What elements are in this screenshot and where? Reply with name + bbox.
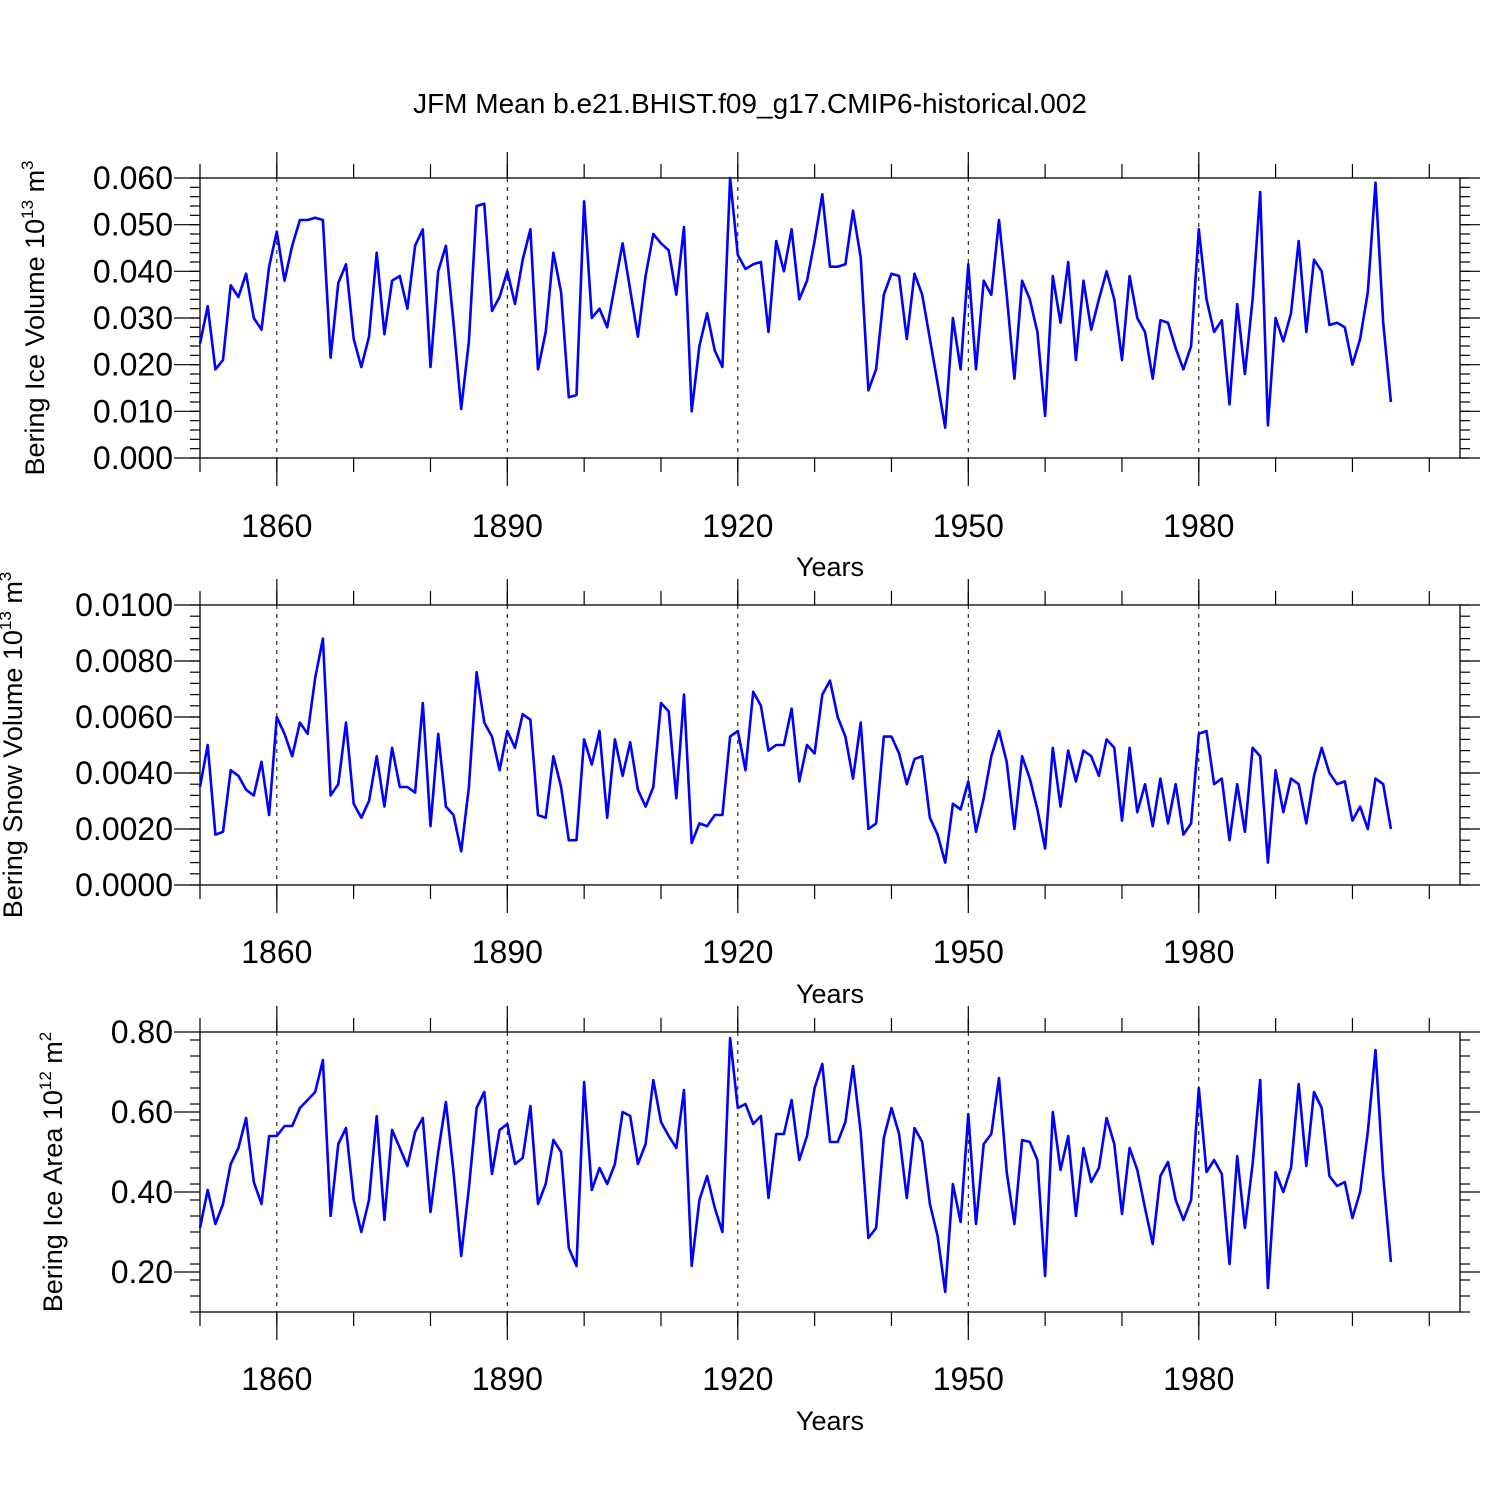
plot-frame [199, 1031, 1461, 1313]
y-tick-label: 0.80 [111, 1014, 173, 1050]
panel-ice-volume: 1860 1890 1920 1950 1980 0.000 0.010 0.020 0.030… [18, 152, 1480, 582]
y-axis-label-unit: m [38, 1041, 68, 1071]
series-line [198, 1036, 1393, 1294]
y-axis-label-unit-exponent: 3 [0, 572, 15, 581]
x-tick-label: 1950 [933, 934, 1004, 970]
x-tick-label: 1890 [472, 934, 543, 970]
y-axis-label: Bering Ice Area 1012 m2 [36, 1032, 68, 1313]
y-tick-label: 0.0040 [75, 755, 173, 791]
y-axis-label: Bering Ice Volume 1013 m3 [18, 160, 50, 475]
panel-snow-volume: 1860 1890 1920 1950 1980 0.0000 0.0020 0.0040 0.… [0, 572, 1480, 1009]
plot-frame [199, 177, 1461, 459]
y-axis-label-exponent: 13 [18, 200, 37, 219]
x-tick-label: 1980 [1163, 508, 1234, 544]
y-axis-label-unit: m [20, 170, 50, 200]
x-tick-label: 1890 [472, 1361, 543, 1397]
y-tick-label: 0.60 [111, 1094, 173, 1130]
x-tick-label: 1950 [933, 508, 1004, 544]
y-tick-label: 0.0020 [75, 811, 173, 847]
y-tick-label: 0.000 [93, 440, 173, 476]
chart-title: JFM Mean b.e21.BHIST.f09_g17.CMIP6-histo… [413, 88, 1087, 119]
y-tick-label: 0.0100 [75, 587, 173, 623]
y-tick-label: 0.010 [93, 393, 173, 429]
panel-ice-area: 1860 1890 1920 1950 1980 0.20 0.40 0.60 0.80 Year… [36, 1006, 1480, 1436]
y-axis-label-exponent: 12 [36, 1071, 55, 1090]
y-axis-label-unit: m [0, 581, 28, 611]
y-axis-label-text: Bering Ice Area 10 [38, 1090, 68, 1312]
x-tick-label: 1920 [702, 508, 773, 544]
y-tick-label: 0.050 [93, 207, 173, 243]
y-tick-label: 0.0060 [75, 699, 173, 735]
y-axis-label-exponent: 13 [0, 611, 15, 630]
y-tick-label: 0.20 [111, 1254, 173, 1290]
series-line [198, 637, 1393, 864]
y-axis-label-unit-exponent: 2 [36, 1032, 55, 1041]
y-tick-label: 0.0000 [75, 867, 173, 903]
y-tick-label: 0.060 [93, 160, 173, 196]
y-tick-label: 0.030 [93, 300, 173, 336]
y-axis-label-text: Bering Snow Volume 10 [0, 630, 28, 918]
plot-frame [199, 604, 1461, 886]
x-tick-label: 1980 [1163, 1361, 1234, 1397]
y-axis-label-unit-exponent: 3 [18, 160, 37, 169]
x-tick-label: 1980 [1163, 934, 1234, 970]
x-tick-label: 1890 [472, 508, 543, 544]
y-tick-label: 0.040 [93, 253, 173, 289]
x-axis-label: Years [796, 1406, 864, 1436]
x-tick-label: 1920 [702, 1361, 773, 1397]
x-tick-label: 1860 [241, 1361, 312, 1397]
x-tick-label: 1860 [241, 508, 312, 544]
y-axis-label: Bering Snow Volume 1013 m3 [0, 572, 28, 919]
x-axis-label: Years [796, 552, 864, 582]
x-axis-label: Years [796, 979, 864, 1009]
y-tick-label: 0.020 [93, 347, 173, 383]
y-tick-label: 0.0080 [75, 643, 173, 679]
y-tick-label: 0.40 [111, 1174, 173, 1210]
series-line [198, 176, 1393, 430]
x-tick-label: 1920 [702, 934, 773, 970]
y-axis-label-text: Bering Ice Volume 10 [20, 219, 50, 476]
x-tick-label: 1950 [933, 1361, 1004, 1397]
x-tick-label: 1860 [241, 934, 312, 970]
